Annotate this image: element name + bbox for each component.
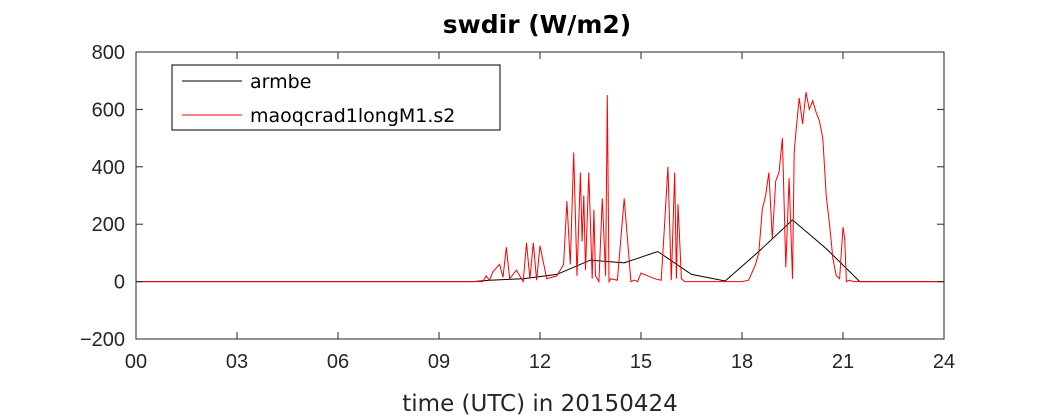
chart-title: swdir (W/m2) xyxy=(443,10,631,39)
x-tick-label: 06 xyxy=(327,351,349,373)
y-tick-label: −200 xyxy=(80,329,125,351)
y-tick-label: 600 xyxy=(92,99,125,121)
x-tick-label: 24 xyxy=(933,351,955,373)
x-tick-label: 00 xyxy=(125,351,147,373)
x-axis: 00 03 06 09 12 15 18 21 24 xyxy=(125,52,955,373)
x-tick-label: 18 xyxy=(731,351,753,373)
x-tick-label: 09 xyxy=(428,351,450,373)
x-tick-label: 21 xyxy=(832,351,854,373)
y-axis: −200 0 200 400 600 800 xyxy=(80,42,944,351)
y-tick-label: 200 xyxy=(92,214,125,236)
x-tick-label: 03 xyxy=(226,351,248,373)
y-tick-label: 0 xyxy=(114,272,125,294)
y-tick-label: 800 xyxy=(92,42,125,64)
series-line-1 xyxy=(136,92,944,284)
x-tick-label: 12 xyxy=(529,351,551,373)
legend-label-maoqcrad: maoqcrad1longM1.s2 xyxy=(250,105,455,127)
y-tick-label: 400 xyxy=(92,157,125,179)
legend-label-armbe: armbe xyxy=(250,71,311,93)
legend-box xyxy=(171,64,501,131)
x-tick-label: 15 xyxy=(630,351,652,373)
x-axis-label: time (UTC) in 20150424 xyxy=(402,391,677,417)
legend: armbe maoqcrad1longM1.s2 xyxy=(171,64,501,131)
